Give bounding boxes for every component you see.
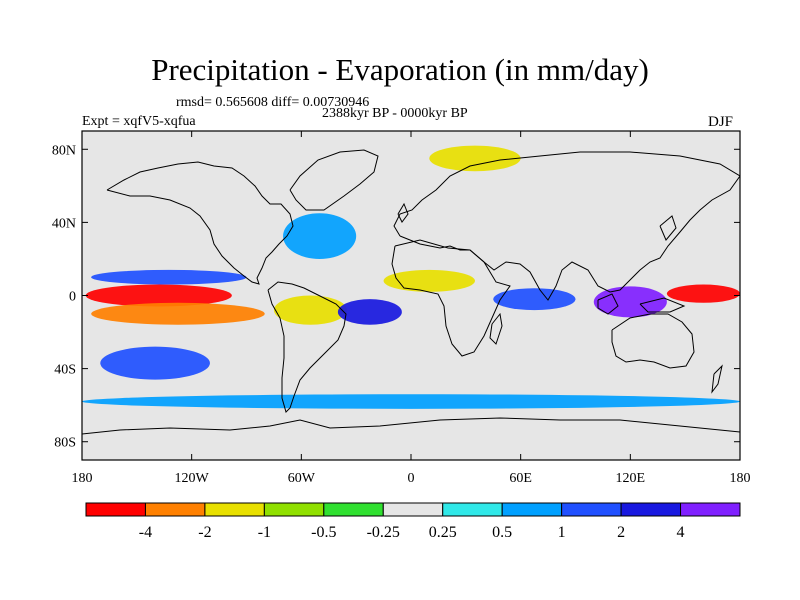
colorbar-swatch: [561, 502, 622, 517]
field-patch-greenland-arctic: [429, 145, 521, 172]
y-tick-label: 80S: [54, 436, 76, 451]
y-tick-label: 40S: [54, 363, 76, 378]
field-patch-south-pacific-convergence: [100, 346, 210, 380]
coastline-japan: [659, 215, 677, 241]
field-patch-central-pacific-equator: [85, 284, 232, 307]
experiment-label: Expt = xqfV5-xqfua: [82, 114, 196, 129]
field-patch-amazon-basin: [273, 295, 348, 325]
field-patch-maritime-continent: [593, 286, 667, 318]
field-patch-sahel: [383, 269, 475, 292]
colorbar-label: 1: [558, 524, 566, 541]
field-patch-south-atlantic: [337, 299, 402, 325]
field-patch-southern-ocean: [82, 394, 740, 409]
colorbar-swatch: [680, 502, 741, 517]
colorbar-label: 2: [617, 524, 625, 541]
field-patch-pacific-itcz-north: [91, 269, 247, 285]
x-tick-label: 60E: [509, 471, 532, 486]
x-tick-label: 120W: [175, 471, 210, 486]
coastline-uk: [397, 202, 409, 223]
field-patch-north-atlantic: [283, 213, 357, 259]
x-tick-label: 180: [72, 471, 93, 486]
stats-subtitle: rmsd= 0.565608 diff= 0.00730946: [176, 95, 370, 110]
coastline-new-zealand: [711, 364, 723, 394]
colorbar-swatch: [323, 502, 384, 517]
coastline-layer: [82, 149, 740, 435]
season-label: DJF: [708, 114, 734, 130]
x-tick-label: 180: [730, 471, 751, 486]
field-patch-western-pacific-equator: [666, 284, 740, 303]
field-patch-indian-ocean: [493, 288, 576, 311]
coastline-borneo: [597, 293, 619, 315]
pe-field-layer: [82, 145, 740, 409]
axis-ticks: 180 120W 60W 0 60E 120E 180 80N 40N 0 40S 80S: [52, 131, 751, 486]
colorbar-label: 0.5: [492, 524, 512, 541]
coastline-australia: [611, 313, 695, 369]
coastline-greenland: [289, 149, 379, 211]
colorbar-swatch: [85, 502, 146, 517]
coastline-africa: [391, 239, 511, 357]
x-tick-label: 120E: [616, 471, 646, 486]
colorbar-swatch: [382, 502, 444, 517]
x-tick-label: 60W: [288, 471, 316, 486]
period-subtitle: 2388kyr BP - 0000kyr BP: [322, 106, 468, 121]
colorbar-label: -4: [139, 524, 152, 541]
y-tick-label: 80N: [52, 143, 76, 158]
coastline-new-guinea: [639, 297, 686, 313]
coastline-north-america: [106, 161, 294, 285]
colorbar-swatch: [204, 502, 265, 517]
colorbar-label: -1: [258, 524, 271, 541]
colorbar-label: -0.25: [367, 524, 400, 541]
y-tick-label: 0: [69, 290, 76, 305]
colorbar-swatch: [620, 502, 682, 517]
field-patch-pacific-itcz-south: [91, 302, 265, 325]
colorbar-label: 0.25: [429, 524, 457, 541]
coastline-antarctica: [82, 417, 740, 435]
colorbar: -4 -2 -1 -0.5 -0.25 0.25 0.5 1 2 4: [85, 502, 741, 541]
colorbar-swatch: [263, 502, 325, 517]
coastline-south-america: [267, 281, 347, 413]
y-tick-label: 40N: [52, 216, 76, 231]
colorbar-label: -0.5: [311, 524, 336, 541]
colorbar-label: -2: [198, 524, 211, 541]
colorbar-label: 4: [677, 524, 685, 541]
colorbar-swatch: [144, 502, 206, 517]
x-tick-label: 0: [408, 471, 415, 486]
colorbar-swatch: [501, 502, 563, 517]
chart-title: Precipitation - Evaporation (in mm/day): [151, 52, 649, 87]
colorbar-swatch: [442, 502, 503, 517]
coastline-eurasia: [393, 151, 740, 301]
coastline-madagascar: [489, 312, 503, 345]
